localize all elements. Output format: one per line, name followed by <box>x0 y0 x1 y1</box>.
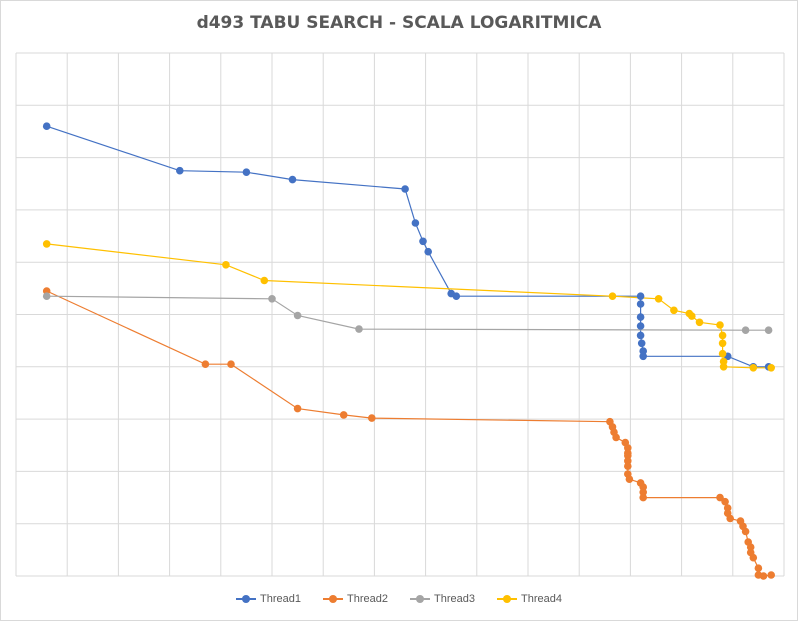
legend-swatch <box>496 594 517 604</box>
data-point-thread3 <box>741 326 750 335</box>
data-point-thread1 <box>242 168 251 176</box>
data-point-thread2 <box>639 488 647 497</box>
data-point-thread1 <box>288 175 297 184</box>
data-point-thread4 <box>222 261 230 269</box>
data-point-thread1 <box>637 339 646 348</box>
data-point-thread2 <box>368 414 376 422</box>
data-point-thread2 <box>716 493 724 502</box>
data-point-thread2 <box>639 493 647 502</box>
data-point-thread2 <box>721 497 729 506</box>
data-point-thread2 <box>624 451 632 460</box>
legend-label: Thread1 <box>260 593 302 605</box>
data-point-thread2 <box>746 543 755 551</box>
data-point-thread4 <box>719 363 728 371</box>
data-point-thread4 <box>688 312 696 320</box>
legend-item-thread1: Thread1 <box>236 593 301 605</box>
data-point-thread2 <box>723 504 732 512</box>
data-point-thread2 <box>767 571 775 579</box>
data-point-thread2 <box>624 457 632 465</box>
data-point-thread2 <box>624 462 632 471</box>
series-line-thread1 <box>46 125 769 368</box>
legend-item-thread4: Thread4 <box>496 593 562 605</box>
legend-swatch <box>410 594 430 604</box>
data-point-thread3 <box>355 325 363 333</box>
data-point-thread2 <box>227 360 235 369</box>
data-point-thread2 <box>749 553 758 562</box>
data-point-thread1 <box>452 292 461 301</box>
data-point-thread2 <box>42 287 51 295</box>
data-point-thread2 <box>624 444 632 452</box>
data-point-thread2 <box>201 360 210 369</box>
data-point-thread1 <box>636 313 645 321</box>
data-point-thread3 <box>42 292 51 301</box>
data-point-thread1 <box>639 352 647 361</box>
data-point-thread4 <box>42 240 51 248</box>
data-point-thread4 <box>767 364 775 372</box>
legend-item-thread3: Thread3 <box>410 593 475 605</box>
data-point-thread1 <box>636 322 645 330</box>
data-point-thread1 <box>424 247 433 256</box>
data-point-thread1 <box>401 185 409 193</box>
data-point-thread3 <box>293 311 302 320</box>
data-point-thread1 <box>419 237 427 246</box>
data-point-thread1 <box>636 331 645 340</box>
data-point-thread4 <box>718 349 727 358</box>
data-point-thread2 <box>726 514 734 523</box>
data-point-thread4 <box>718 331 727 340</box>
data-point-thread2 <box>741 527 750 536</box>
data-point-thread1 <box>176 166 184 175</box>
legend-swatch <box>236 594 257 604</box>
data-point-thread4 <box>670 306 678 315</box>
data-point-thread1 <box>42 122 51 130</box>
data-point-thread4 <box>716 321 724 329</box>
series-line-thread3 <box>46 295 769 331</box>
data-point-thread4 <box>260 276 269 285</box>
data-point-thread2 <box>625 475 634 484</box>
data-point-thread2 <box>612 433 620 442</box>
data-point-thread1 <box>411 219 420 227</box>
legend-label: Thread4 <box>520 593 562 605</box>
data-point-thread2 <box>339 411 348 419</box>
data-point-thread3 <box>764 326 773 335</box>
data-point-thread1 <box>636 292 645 301</box>
data-point-thread2 <box>293 404 302 413</box>
data-point-thread2 <box>639 483 647 491</box>
legend-swatch <box>323 594 344 604</box>
data-point-thread4 <box>654 295 663 303</box>
legend-label: Thread3 <box>434 593 475 605</box>
data-point-thread1 <box>639 347 647 355</box>
legend-label: Thread2 <box>347 593 388 605</box>
data-point-thread4 <box>718 339 727 348</box>
data-point-thread4 <box>749 364 758 372</box>
data-point-thread2 <box>759 572 768 580</box>
data-point-thread4 <box>719 357 728 366</box>
data-point-thread3 <box>268 295 276 303</box>
data-point-thread4 <box>608 292 617 301</box>
data-point-thread1 <box>636 300 645 308</box>
series-line-thread2 <box>46 290 772 577</box>
legend-item-thread2: Thread2 <box>323 593 388 605</box>
data-point-thread4 <box>695 318 704 327</box>
legend: Thread1 Thread2 Thread3 Thread4 <box>1 593 797 605</box>
chart-title: d493 TABU SEARCH - SCALA LOGARITMICA <box>196 13 602 33</box>
data-point-thread2 <box>754 564 763 572</box>
